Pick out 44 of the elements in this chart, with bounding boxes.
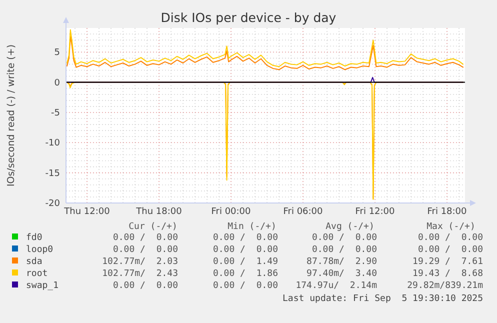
- y-tick-label: -10: [45, 138, 60, 149]
- legend-label: sda: [26, 257, 42, 267]
- text: Max (-/+): [426, 222, 476, 232]
- y-tick-label: -20: [45, 199, 60, 209]
- x-tick-label: Fri 12:00: [355, 207, 396, 217]
- legend-label: fd0: [26, 233, 42, 243]
- legend-label: loop0: [26, 245, 54, 255]
- x-tick-label: Thu 12:00: [63, 207, 110, 217]
- x-tick-label: Fri 18:00: [427, 207, 468, 217]
- text: 0.00 / 0.00: [112, 233, 178, 243]
- text: 102.77m/ 2.43: [102, 269, 178, 279]
- text: 0.00 / 0.00: [112, 245, 178, 255]
- y-axis-title: IOs/second read (-) / write (+): [6, 44, 17, 187]
- text: 0.00 / 0.00: [312, 245, 377, 255]
- y-tick-label: 5: [54, 48, 60, 58]
- text: 87.78m/ 2.90: [306, 257, 377, 267]
- text: 0.00 / 1.86: [212, 269, 278, 279]
- legend-label: root: [26, 269, 48, 279]
- x-tick-label: Thu 18:00: [135, 207, 182, 217]
- text: 97.40m/ 3.40: [306, 269, 377, 279]
- text: 174.97u/ 2.14m: [296, 281, 377, 291]
- text: 0.00 / 0.00: [212, 281, 278, 291]
- text: 102.77m/ 2.03: [102, 257, 178, 267]
- text: 0.00 / 0.00: [112, 281, 178, 291]
- text: Min (-/+): [228, 222, 276, 232]
- text: 0.00 / 0.00: [312, 233, 377, 243]
- text: 19.43 / 8.68: [412, 269, 483, 279]
- text: 0.00 / 0.00: [418, 233, 483, 243]
- legend-label: swap_1: [26, 281, 59, 291]
- chart-title: Disk IOs per device - by day: [160, 10, 337, 25]
- text: 0.00 / 1.49: [212, 257, 278, 267]
- x-tick-label: Fri 00:00: [211, 207, 252, 217]
- y-tick-label: -5: [51, 108, 60, 118]
- text: Avg (-/+): [326, 222, 374, 232]
- x-tick-label: Fri 06:00: [283, 207, 324, 217]
- text: 19.29 / 7.61: [412, 257, 483, 267]
- text: 0.00 / 0.00: [418, 245, 483, 255]
- text: 0.00 / 0.00: [212, 245, 278, 255]
- y-tick-label: 0: [54, 78, 60, 88]
- text: Last update: Fri Sep 5 19:30:10 2025: [282, 294, 483, 304]
- y-tick-label: -15: [45, 168, 60, 179]
- text: Cur (-/+): [128, 222, 178, 232]
- text: 0.00 / 0.00: [212, 233, 278, 243]
- text: 29.82m/839.21m: [407, 281, 483, 291]
